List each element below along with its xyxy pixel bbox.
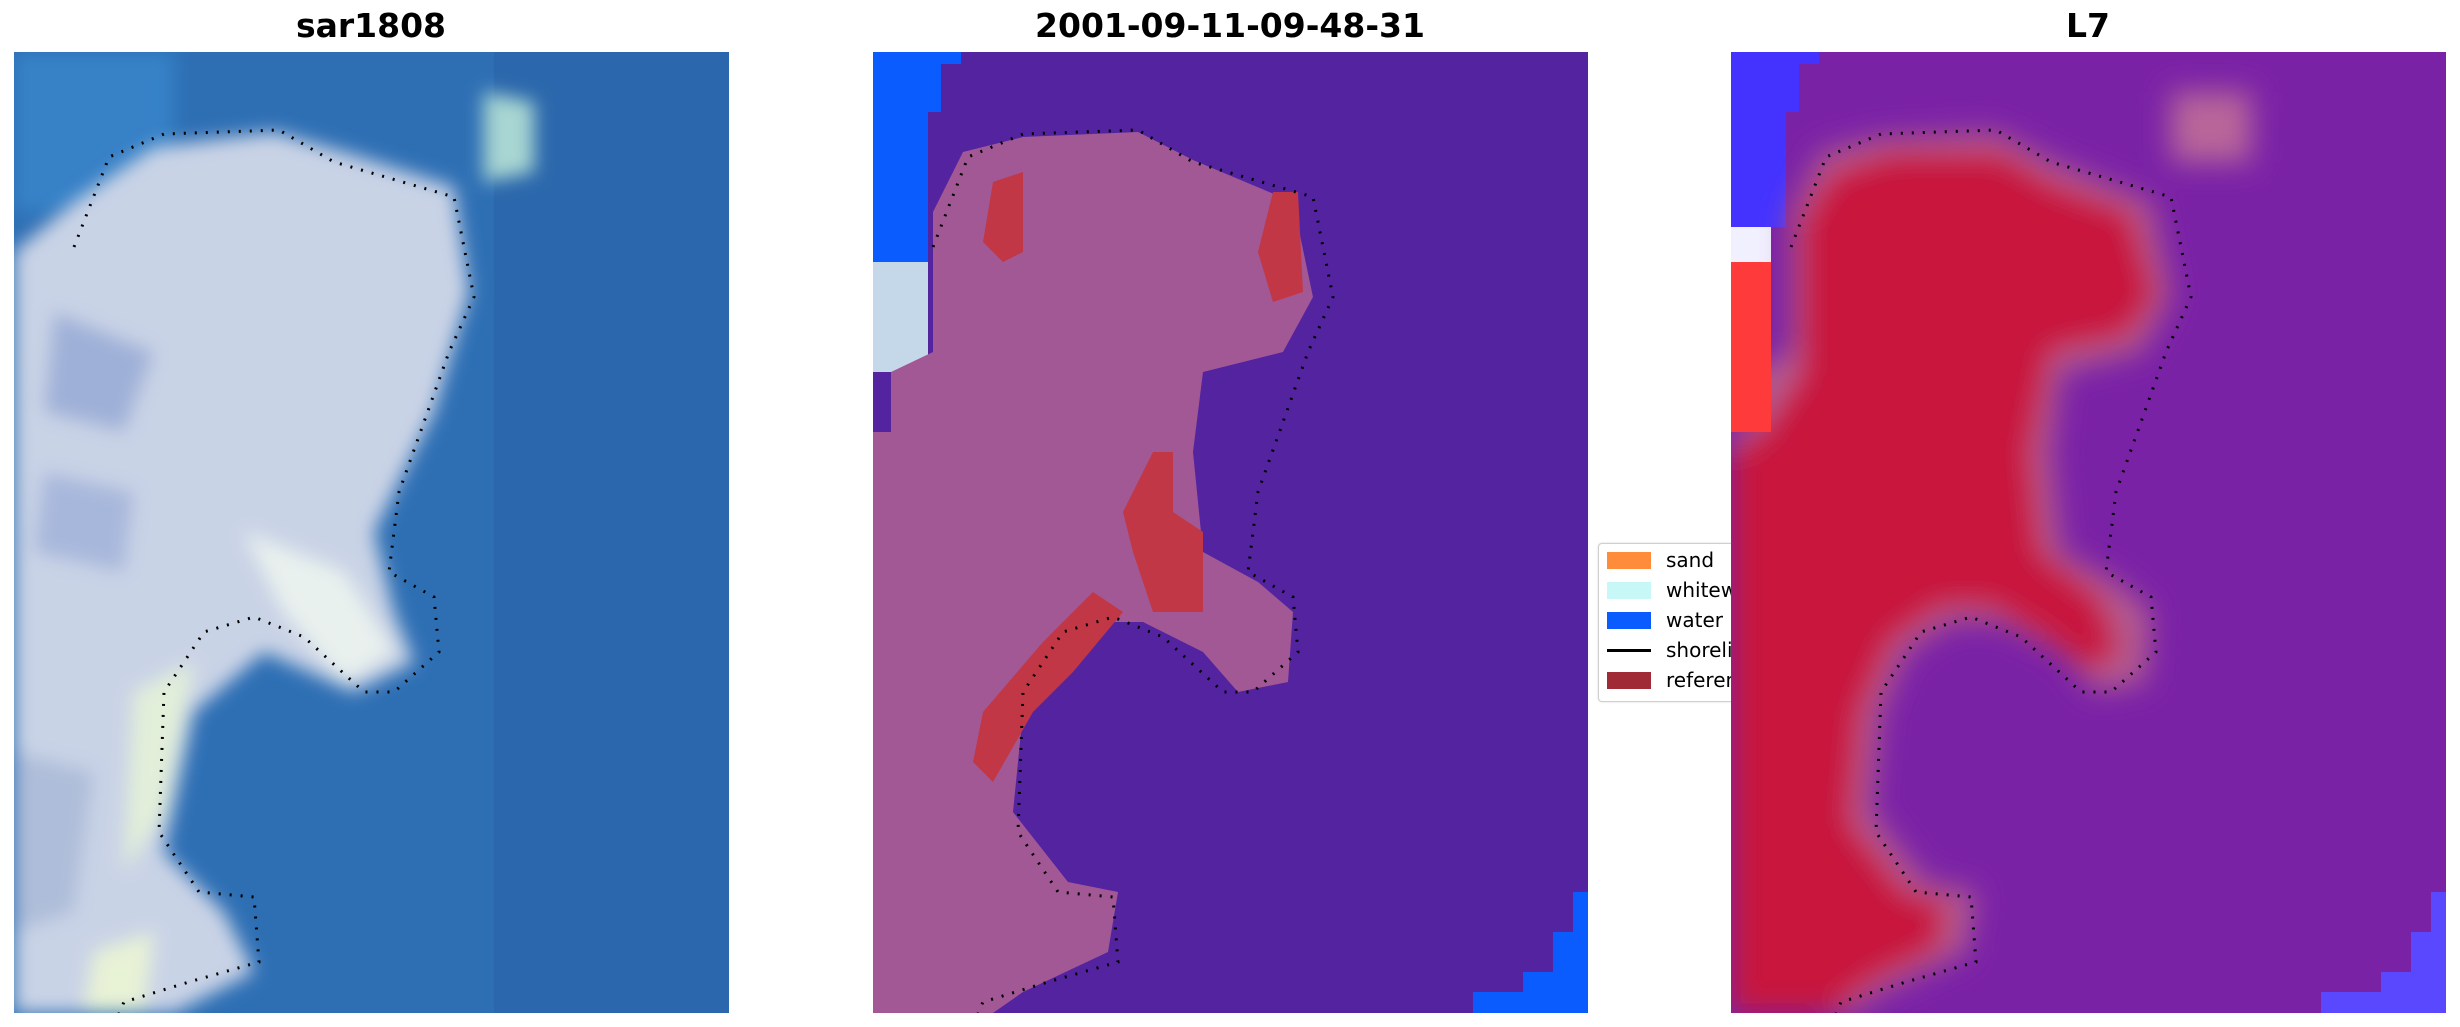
legend-item-sand: sand (1607, 547, 1714, 573)
legend-swatch-reference (1607, 671, 1651, 689)
legend-swatch-sand (1607, 551, 1651, 569)
classified-image (873, 52, 1588, 1013)
rgb-image (14, 52, 729, 1013)
legend: sand whitewater water shoreline referenc… (1598, 543, 1778, 702)
panel-title-rgb: sar1808 (295, 6, 447, 45)
classified-image-panel[interactable] (873, 52, 1588, 1013)
legend-swatch-water (1607, 611, 1651, 629)
legend-label: sand (1666, 548, 1715, 572)
mndwi-image-panel[interactable] (1731, 52, 2446, 1013)
legend-swatch-shoreline (1607, 642, 1651, 659)
mndwi-image (1731, 52, 2446, 1013)
panel-title-classified: 2001-09-11-09-48-31 (1035, 6, 1425, 45)
legend-label: water (1666, 608, 1723, 632)
panel-title-mndwi: L7 (2066, 6, 2110, 45)
legend-item-water: water (1607, 607, 1723, 633)
legend-swatch-whitewater (1607, 581, 1651, 599)
rgb-image-panel[interactable] (14, 52, 729, 1013)
